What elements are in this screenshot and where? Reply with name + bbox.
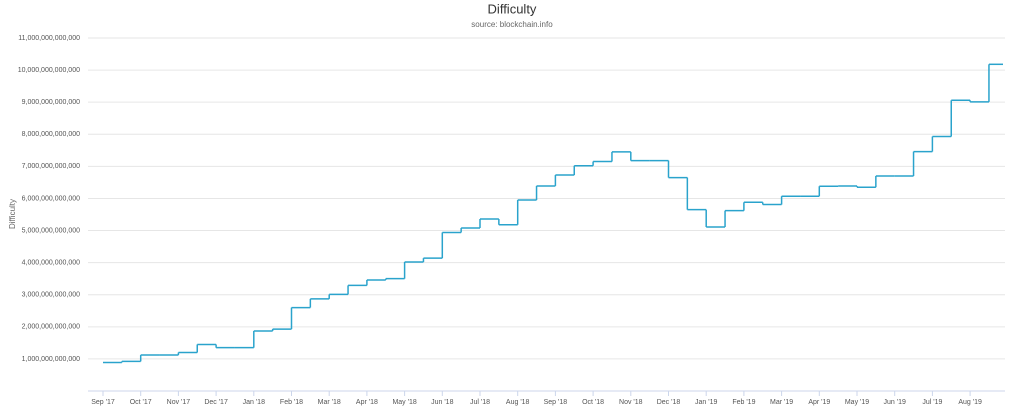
x-tick-label: Jan '19: [695, 399, 717, 406]
chart-title: Difficulty: [488, 1, 537, 16]
x-tick-label: Oct '18: [582, 399, 604, 406]
x-tick-label: Apr '19: [808, 399, 830, 406]
x-tick-label: Sep '18: [544, 399, 568, 406]
x-tick-label: Dec '18: [657, 399, 681, 406]
x-tick-label: Feb '19: [732, 399, 755, 406]
y-tick-label: 2,000,000,000,000: [22, 324, 80, 331]
y-tick-label: 10,000,000,000,000: [18, 67, 80, 74]
chart-subtitle: source: blockchain.info: [471, 20, 553, 29]
x-tick-label: Apr '18: [356, 399, 378, 406]
x-tick-label: Oct '17: [130, 399, 152, 406]
y-axis-title: Difficulty: [8, 199, 17, 229]
y-tick-label: 6,000,000,000,000: [22, 195, 80, 202]
x-tick-label: Jul '18: [470, 399, 490, 406]
x-tick-label: May '19: [845, 399, 869, 406]
y-tick-label: 11,000,000,000,000: [18, 35, 80, 42]
x-tick-label: Dec '17: [204, 399, 228, 406]
y-tick-label: 1,000,000,000,000: [22, 356, 80, 363]
y-tick-label: 5,000,000,000,000: [22, 227, 80, 234]
x-tick-label: Jun '19: [884, 399, 906, 406]
x-tick-label: Jun '18: [431, 399, 453, 406]
x-tick-label: May '18: [392, 399, 416, 406]
y-tick-label: 3,000,000,000,000: [22, 292, 80, 299]
x-tick-label: Nov '18: [619, 399, 643, 406]
x-tick-label: Mar '18: [318, 399, 341, 406]
y-tick-label: 7,000,000,000,000: [22, 163, 80, 170]
x-tick-label: Jul '19: [922, 399, 942, 406]
x-tick-label: Sep '17: [91, 399, 115, 406]
x-tick-label: Aug '18: [506, 399, 530, 406]
y-tick-label: 8,000,000,000,000: [22, 131, 80, 138]
x-tick-label: Feb '18: [280, 399, 303, 406]
x-tick-label: Aug '19: [958, 399, 982, 406]
y-tick-label: 4,000,000,000,000: [22, 259, 80, 266]
x-tick-label: Jan '18: [243, 399, 265, 406]
y-tick-label: 9,000,000,000,000: [22, 99, 80, 106]
x-tick-label: Mar '19: [770, 399, 793, 406]
x-tick-label: Nov '17: [167, 399, 191, 406]
